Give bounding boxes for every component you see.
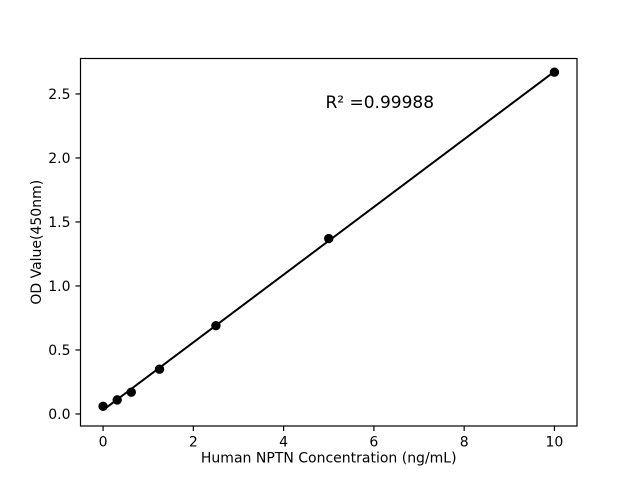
- y-axis-ticks: 0.0 0.5 1.0 1.5 2.0 2.5: [48, 87, 81, 423]
- data-point: [549, 67, 560, 77]
- data-point: [126, 387, 136, 397]
- data-point: [112, 395, 122, 405]
- x-tick-label: 6: [369, 435, 378, 451]
- x-tick-label: 4: [279, 435, 288, 451]
- data-point: [98, 401, 108, 411]
- x-axis-ticks: 0 2 4 6 8 10: [99, 426, 564, 451]
- r-squared-annotation: R² =0.99988: [325, 93, 434, 113]
- x-tick-label: 0: [99, 435, 108, 451]
- y-tick-label: 0.5: [48, 343, 70, 359]
- y-axis-label: OD Value(450nm): [29, 180, 45, 305]
- x-tick-label: 8: [460, 435, 469, 451]
- plot-border: [79, 57, 578, 427]
- x-tick-label: 10: [546, 435, 564, 451]
- y-tick-label: 0.0: [48, 407, 70, 423]
- data-point: [154, 364, 165, 374]
- x-tick-label: 2: [189, 435, 198, 451]
- x-axis-label: Human NPTN Concentration (ng/mL): [201, 451, 457, 467]
- y-tick-label: 2.0: [48, 151, 70, 167]
- data-point: [324, 233, 334, 244]
- y-tick-label: 2.5: [48, 87, 70, 103]
- y-tick-label: 1.0: [48, 279, 70, 295]
- data-point: [211, 320, 221, 331]
- data-series: [98, 67, 560, 411]
- y-tick-label: 1.5: [48, 215, 70, 231]
